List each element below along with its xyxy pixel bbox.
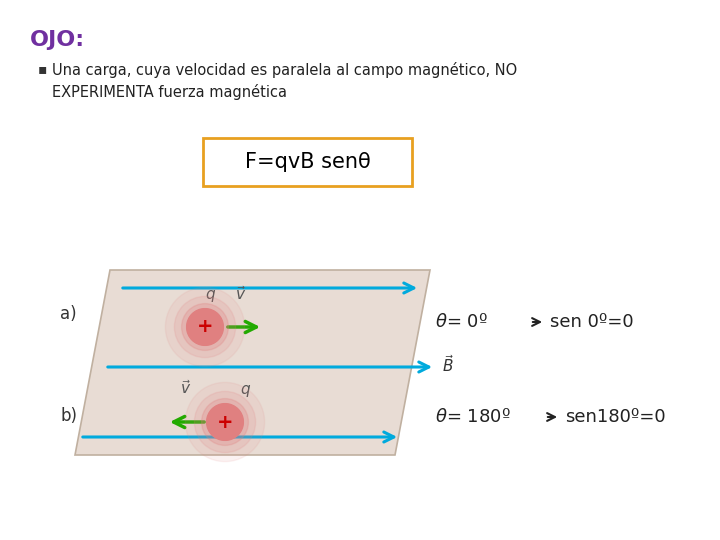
Text: $\vec{B}$: $\vec{B}$ [442, 355, 454, 375]
Circle shape [202, 399, 248, 445]
Text: F=qvB senθ: F=qvB senθ [245, 152, 370, 172]
Text: Una carga, cuya velocidad es paralela al campo magnético, NO
EXPERIMENTA fuerza : Una carga, cuya velocidad es paralela al… [52, 62, 517, 100]
Circle shape [207, 404, 243, 440]
Text: q: q [205, 287, 215, 302]
Text: q: q [240, 382, 250, 397]
Text: $\vec{v}$: $\vec{v}$ [180, 379, 192, 397]
Text: +: + [217, 413, 233, 431]
Text: b): b) [60, 407, 77, 425]
Circle shape [207, 404, 243, 440]
Circle shape [187, 309, 223, 345]
Text: +: + [197, 318, 213, 336]
Polygon shape [75, 270, 430, 455]
Text: $\vec{v}$: $\vec{v}$ [235, 285, 246, 303]
Circle shape [194, 392, 256, 453]
Circle shape [166, 287, 245, 367]
Text: sen180º=0: sen180º=0 [565, 408, 665, 426]
Text: $\theta$= 180º: $\theta$= 180º [435, 408, 510, 426]
Circle shape [187, 309, 223, 345]
FancyBboxPatch shape [203, 138, 412, 186]
Text: sen 0º=0: sen 0º=0 [550, 313, 634, 331]
Circle shape [174, 296, 235, 357]
Text: ▪: ▪ [38, 62, 48, 76]
Text: $\theta$= 0º: $\theta$= 0º [435, 313, 488, 331]
Circle shape [181, 303, 228, 350]
Text: a): a) [60, 305, 76, 323]
Text: OJO:: OJO: [30, 30, 85, 50]
Circle shape [186, 382, 265, 462]
